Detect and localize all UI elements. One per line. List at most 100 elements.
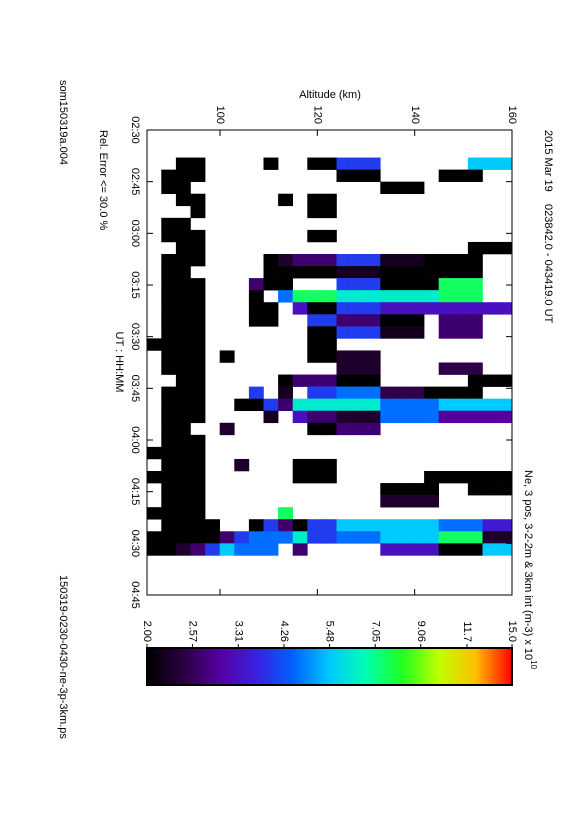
heatmap-cell [307, 374, 323, 387]
heatmap-cell [190, 157, 206, 170]
heatmap-cell [175, 362, 191, 375]
heatmap-cell [365, 422, 381, 436]
heatmap-cell [497, 519, 512, 532]
heatmap-cell [365, 398, 381, 412]
heatmap-cell [321, 193, 337, 207]
heatmap-cell [175, 266, 191, 279]
heatmap-cell [351, 531, 366, 544]
heatmap-cell [497, 398, 512, 412]
chart-title: 2015 Mar 19 023842.0 - 043419.0 UT [542, 130, 554, 324]
heatmap-cell [394, 278, 410, 291]
heatmap-cell [190, 229, 206, 243]
heatmap-cell [146, 543, 162, 556]
heatmap-cell [394, 531, 410, 544]
heatmap-cell [292, 266, 308, 279]
heatmap-cell [263, 314, 279, 327]
heatmap-cell [292, 398, 308, 412]
heatmap-cell [336, 278, 352, 291]
heatmap-cell [380, 386, 396, 399]
heatmap-cell [307, 314, 323, 327]
heatmap-cell [424, 302, 439, 315]
heatmap-cell [321, 205, 337, 219]
heatmap-cell [219, 422, 235, 436]
heatmap-cell [161, 278, 177, 291]
heatmap-cell [307, 471, 323, 484]
heatmap-cell [175, 410, 191, 424]
heatmap-cell [497, 410, 512, 424]
heatmap-cell [161, 314, 177, 327]
heatmap-cell [409, 495, 425, 508]
heatmap-cell [424, 398, 439, 412]
heatmap-cell [146, 446, 162, 460]
heatmap-cell [190, 458, 206, 472]
heatmap-cell [263, 266, 279, 279]
heatmap-cell [409, 290, 425, 303]
heatmap-cell [453, 326, 469, 339]
colorbar [146, 647, 513, 686]
heatmap-cell [394, 543, 410, 556]
heatmap-cell [219, 543, 235, 556]
heatmap-cell [380, 531, 396, 544]
heatmap-cell [278, 290, 293, 303]
heatmap-cell [394, 410, 410, 424]
heatmap-cell [321, 254, 337, 267]
heatmap-cell [175, 217, 191, 231]
heatmap-cell [336, 374, 352, 387]
colorbar-tick-label: 15.0 [506, 621, 518, 642]
heatmap-cell [424, 471, 439, 484]
heatmap-cell [467, 157, 483, 170]
heatmap-cell [190, 314, 206, 327]
y-tick-label: 140 [409, 106, 421, 124]
heatmap-cell [438, 266, 454, 279]
footer-left: som150319a.004 [57, 80, 69, 165]
heatmap-cell [482, 157, 498, 170]
heatmap-cell [175, 483, 191, 496]
heatmap-cell [438, 169, 454, 182]
heatmap-cell [190, 193, 206, 207]
heatmap-cell [161, 266, 177, 279]
heatmap-cell [438, 531, 454, 544]
heatmap-cell [321, 531, 337, 544]
colorbar-tick-label: 3.31 [232, 621, 244, 642]
heatmap-cell [380, 266, 396, 279]
heatmap-cell [278, 278, 293, 291]
heatmap-cell [219, 531, 235, 544]
heatmap-cell [424, 531, 439, 544]
heatmap-cell [321, 471, 337, 484]
heatmap-cell [380, 410, 396, 424]
heatmap-cell [365, 278, 381, 291]
heatmap-cell [380, 326, 396, 339]
heatmap-cell [365, 302, 381, 315]
heatmap-cell [190, 374, 206, 387]
heatmap-cell [438, 326, 454, 339]
heatmap-cell [409, 254, 425, 267]
heatmap-cell [467, 519, 483, 532]
heatmap-cell [467, 290, 483, 303]
heatmap-cell [497, 241, 512, 255]
heatmap-cell [292, 519, 308, 532]
heatmap-cell [175, 507, 191, 520]
heatmap-cell [278, 507, 293, 520]
heatmap-cell [161, 495, 177, 508]
colorbar-tick-label: 7.05 [369, 621, 381, 642]
heatmap-cell [380, 398, 396, 412]
heatmap-cell [351, 157, 366, 170]
heatmap-cell [365, 314, 381, 327]
heatmap-cell [190, 543, 206, 556]
heatmap-cell [190, 338, 206, 351]
heatmap-cell [409, 531, 425, 544]
heatmap-cell [438, 362, 454, 375]
y-axis-label: Altitude (km) [299, 89, 361, 101]
heatmap-cell [190, 434, 206, 448]
heatmap-cell [453, 314, 469, 327]
heatmap-cell [409, 266, 425, 279]
heatmap-cell [161, 338, 177, 351]
heatmap-cell [321, 386, 337, 399]
heatmap-cell [161, 446, 177, 460]
heatmap-cell [190, 302, 206, 315]
heatmap-cell [175, 446, 191, 460]
heatmap-cell [497, 302, 512, 315]
heatmap-cell [380, 483, 396, 496]
heatmap-cell [263, 519, 279, 532]
